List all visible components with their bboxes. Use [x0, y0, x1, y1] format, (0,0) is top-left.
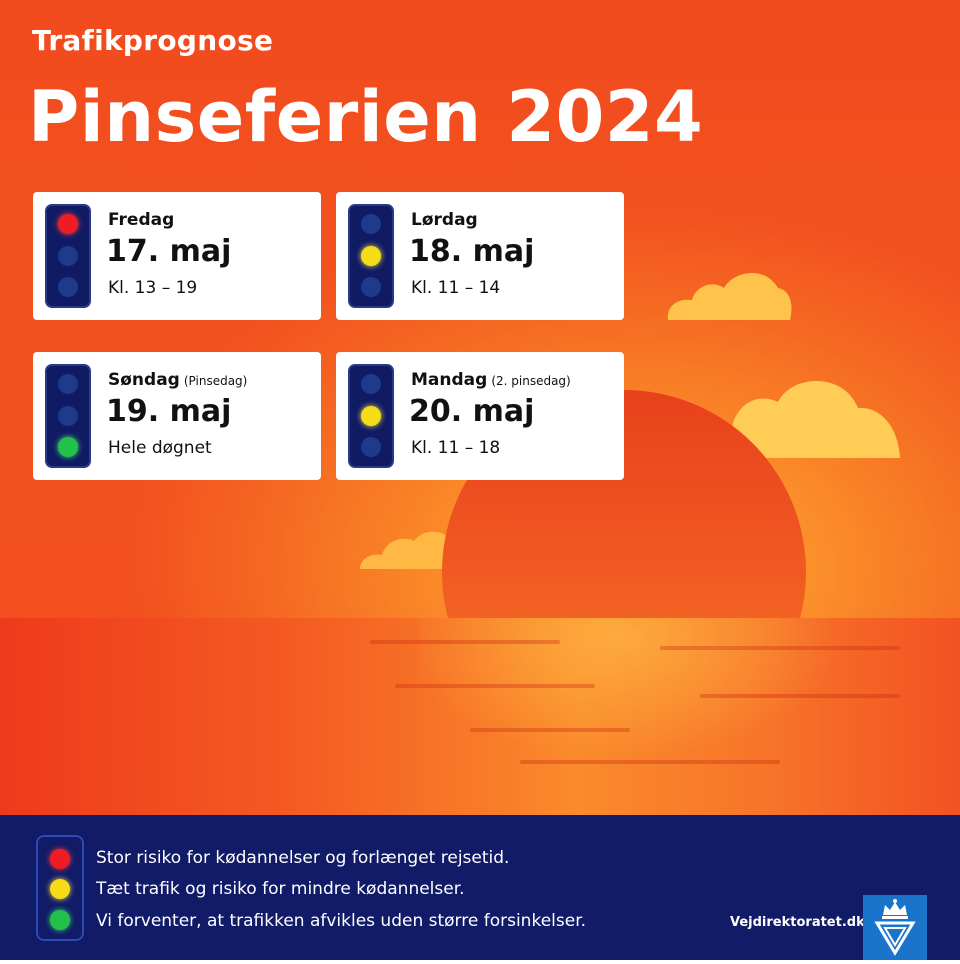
- card-date: 19. maj: [106, 394, 232, 429]
- bulb-yellow: [58, 406, 78, 426]
- bulb-red: [58, 214, 78, 234]
- cloud-icon: [360, 531, 456, 569]
- wave-line: [520, 760, 780, 764]
- traffic-light-icon: [45, 364, 91, 468]
- forecast-card: Fredag 17. maj Kl. 13 – 19: [33, 192, 321, 320]
- wave-line: [395, 684, 595, 688]
- legend-footer: Stor risiko for kødannelser og forlænget…: [0, 815, 960, 960]
- bulb-green: [361, 277, 381, 297]
- sea-glow: [420, 618, 840, 815]
- traffic-light-icon: [36, 835, 84, 941]
- card-date: 17. maj: [106, 234, 232, 269]
- wave-line: [470, 728, 630, 732]
- page-subtitle: Trafikprognose: [32, 24, 274, 57]
- card-time: Kl. 11 – 14: [411, 278, 501, 298]
- forecast-card: Søndag (Pinsedag) 19. maj Hele døgnet: [33, 352, 321, 480]
- bulb-green: [50, 910, 70, 930]
- legend-item-green: Vi forventer, at trafikken afvikles uden…: [96, 911, 587, 931]
- card-date: 20. maj: [409, 394, 535, 429]
- bulb-green: [58, 437, 78, 457]
- card-time: Kl. 11 – 18: [411, 438, 501, 458]
- forecast-card: Lørdag 18. maj Kl. 11 – 14: [336, 192, 624, 320]
- bulb-green: [58, 277, 78, 297]
- bulb-green: [361, 437, 381, 457]
- card-day: Mandag (2. pinsedag): [411, 370, 571, 390]
- traffic-light-icon: [348, 204, 394, 308]
- card-day: Fredag: [108, 210, 175, 230]
- wave-line: [700, 694, 900, 698]
- bulb-yellow: [361, 246, 381, 266]
- crown-v-logo-icon: [863, 895, 927, 960]
- card-day: Søndag (Pinsedag): [108, 370, 248, 390]
- forecast-card: Mandag (2. pinsedag) 20. maj Kl. 11 – 18: [336, 352, 624, 480]
- bulb-yellow: [50, 879, 70, 899]
- card-day: Lørdag: [411, 210, 478, 230]
- bulb-red: [361, 214, 381, 234]
- bulb-red: [361, 374, 381, 394]
- cloud-icon: [699, 380, 900, 458]
- bulb-red: [50, 849, 70, 869]
- traffic-light-icon: [348, 364, 394, 468]
- bulb-yellow: [58, 246, 78, 266]
- wave-line: [370, 640, 560, 644]
- traffic-light-icon: [45, 204, 91, 308]
- card-time: Hele døgnet: [108, 438, 212, 458]
- page-title: Pinseferien 2024: [28, 76, 704, 158]
- legend-item-yellow: Tæt trafik og risiko for mindre kødannel…: [96, 879, 465, 899]
- bulb-red: [58, 374, 78, 394]
- bulb-yellow: [361, 406, 381, 426]
- cloud-icon: [667, 272, 792, 320]
- card-time: Kl. 13 – 19: [108, 278, 198, 298]
- website-link[interactable]: Vejdirektoratet.dk: [730, 915, 865, 930]
- legend-item-red: Stor risiko for kødannelser og forlænget…: [96, 848, 510, 868]
- wave-line: [660, 646, 900, 650]
- card-date: 18. maj: [409, 234, 535, 269]
